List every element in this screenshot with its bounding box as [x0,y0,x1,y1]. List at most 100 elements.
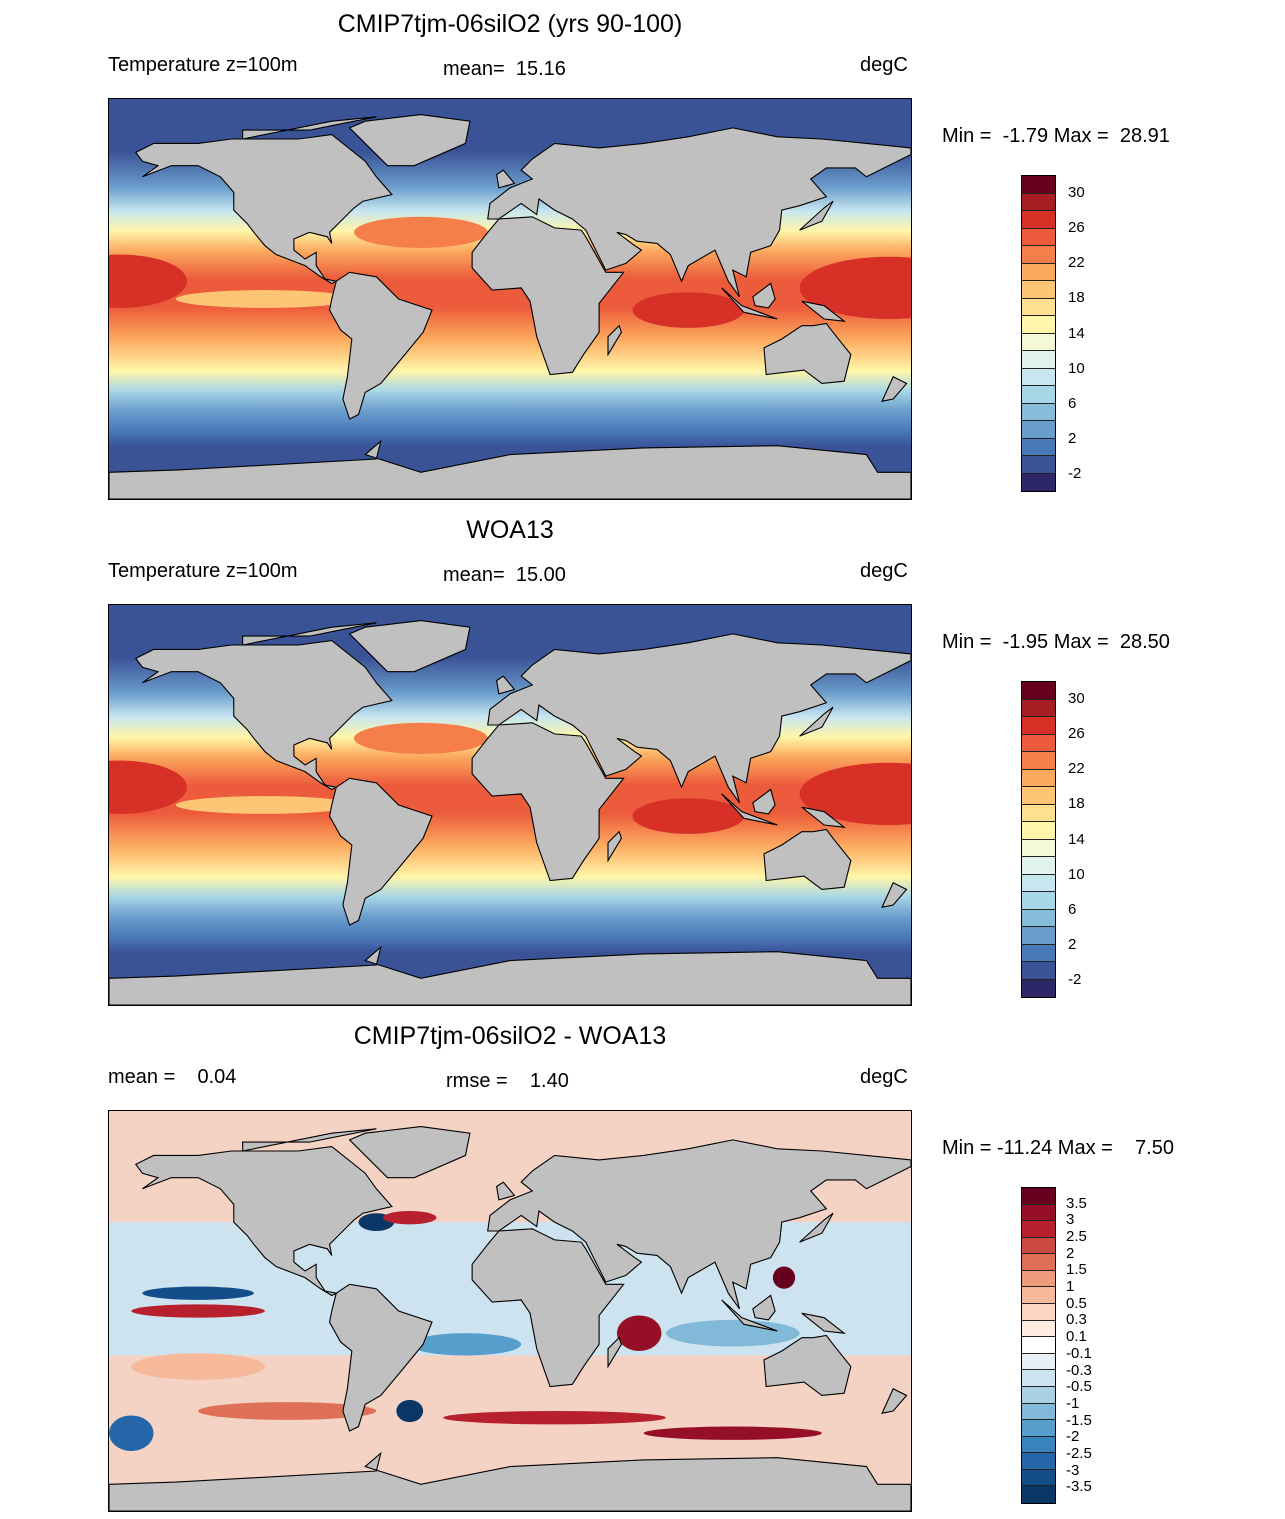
colorbar-tick-label: 6 [1068,394,1077,412]
warm-pool [109,760,187,814]
panel-title: CMIP7tjm-06silO2 - WOA13 [353,1022,667,1050]
colorbar-box [1022,857,1055,875]
colorbar-box [1022,1386,1055,1404]
colorbar-box [1022,403,1055,421]
colorbar-box [1022,1204,1055,1222]
colorbar-tick-label: -0.1 [1066,1344,1092,1362]
colorbar-box [1022,1270,1055,1288]
colorbar-box [1022,246,1055,264]
units-label: degC [860,54,908,76]
colorbar-tick-label: 26 [1068,218,1085,236]
colorbar-box [1022,333,1055,351]
colorbar-tick-label: 2.5 [1066,1228,1087,1246]
units-label: degC [860,1066,908,1088]
colorbar-box [1022,1370,1055,1387]
gulf-stream [354,722,488,754]
colorbar-box [1022,979,1055,997]
map-plot [109,99,911,499]
warm-pool [799,256,911,319]
left-label: Temperature z=100m [108,54,298,76]
colorbar-box [1022,281,1055,299]
colorbar-tick-label: 0.5 [1066,1294,1087,1312]
min-max-label: Min = -1.95 Max = 28.50 [942,631,1170,653]
colorbar-tick-label: -3.5 [1066,1478,1092,1496]
colorbar-tick-label: 1 [1066,1278,1075,1296]
colorbar-tick-label: 14 [1068,324,1085,342]
colorbar-box [1022,263,1055,281]
colorbar-tick-label: -3 [1066,1461,1080,1479]
cold-tongue [175,290,355,308]
colorbar-tick-label: 2 [1068,430,1077,448]
colorbar-box [1022,456,1055,474]
colorbar-box [1022,368,1055,386]
colorbar-box [1022,316,1055,334]
colorbar-tick-label: 10 [1068,359,1085,377]
map-plot [109,1111,911,1511]
colorbar-box [1022,962,1055,980]
colorbar-box [1022,804,1055,822]
colorbar-box [1022,892,1055,910]
panel-title: CMIP7tjm-06silO2 (yrs 90-100) [337,10,683,38]
colorbar-tick-label: 18 [1068,795,1085,813]
colorbar-tick-label: 3 [1066,1211,1075,1229]
colorbar-box [1022,874,1055,892]
colorbar-box [1022,717,1055,735]
colorbar-tick-label: 10 [1068,865,1085,883]
colorbar-box [1022,839,1055,857]
colorbar-tick-label: -0.5 [1066,1378,1092,1396]
center-label: mean= 15.16 [443,58,566,80]
cold-tongue [175,796,355,814]
colorbar-tick-label: -1 [1066,1394,1080,1412]
colorbar-tick-label: -2 [1068,971,1082,989]
colorbar-box [1022,1486,1055,1503]
colorbar-box [1022,752,1055,770]
colorbar-box [1022,1436,1055,1454]
colorbar [1021,1187,1056,1504]
colorbar-box [1022,699,1055,717]
colorbar-box [1022,1453,1055,1470]
colorbar-box [1022,1188,1055,1205]
colorbar-box [1022,1254,1055,1271]
colorbar-box [1022,438,1055,456]
colorbar-box [1022,1320,1055,1338]
temperature-map [108,604,912,1006]
colorbar-tick-label: 0.1 [1066,1328,1087,1346]
colorbar-box [1022,193,1055,211]
colorbar-box [1022,176,1055,194]
colorbar-tick-label: 26 [1068,724,1085,742]
colorbar-tick-label: 22 [1068,254,1085,272]
colorbar-box [1022,944,1055,962]
colorbar-tick-label: 14 [1068,830,1085,848]
colorbar-box [1022,211,1055,229]
colorbar-box [1022,1304,1055,1321]
colorbar-box [1022,682,1055,700]
min-max-label: Min = -11.24 Max = 7.50 [942,1137,1174,1159]
colorbar-box [1022,473,1055,491]
difference-map [108,1110,912,1512]
colorbar-box [1022,787,1055,805]
colorbar-tick-label: 6 [1068,900,1077,918]
gulf-stream [354,216,488,248]
colorbar-tick-label: 30 [1068,183,1085,201]
colorbar-box [1022,1353,1055,1371]
colorbar-box [1022,734,1055,752]
colorbar-tick-label: -0.3 [1066,1361,1092,1379]
colorbar-box [1022,909,1055,927]
colorbar-tick-label: 3.5 [1066,1194,1087,1212]
colorbar-box [1022,298,1055,316]
colorbar-box [1022,1287,1055,1305]
colorbar-box [1022,1403,1055,1421]
map-plot [109,605,911,1005]
left-label: mean = 0.04 [108,1066,237,1088]
colorbar-box [1022,1221,1055,1238]
colorbar-box [1022,822,1055,840]
center-label: mean= 15.00 [443,564,566,586]
colorbar-tick-label: 0.3 [1066,1311,1087,1329]
warm-pool [632,292,744,328]
colorbar-tick-label: -1.5 [1066,1411,1092,1429]
warm-pool [109,254,187,308]
colorbar-box [1022,421,1055,439]
warm-pool [799,762,911,825]
colorbar-tick-label: 2 [1068,936,1077,954]
